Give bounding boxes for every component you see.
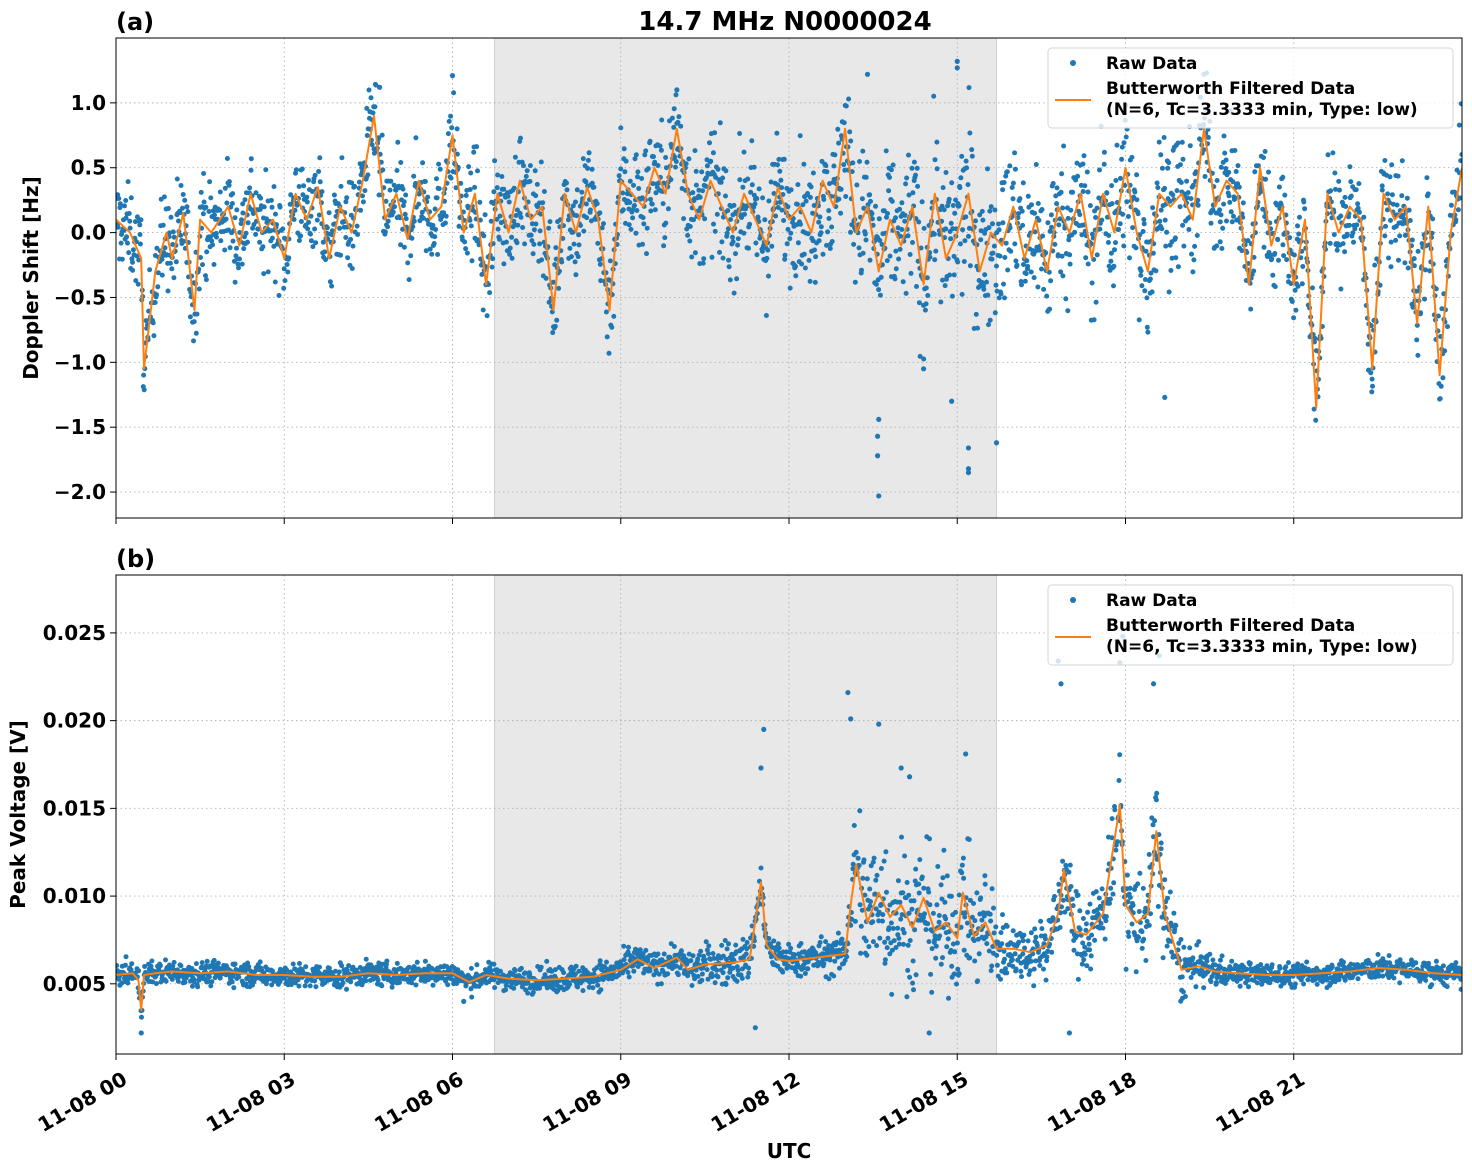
figure-title: 14.7 MHz N0000024 <box>638 7 931 37</box>
raw-data-point <box>921 366 927 372</box>
legend-raw-marker <box>1070 60 1076 66</box>
panel-b-shaded-interval <box>494 574 998 1055</box>
raw-data-point <box>898 765 904 771</box>
x-tick-label: 11-08 03 <box>202 1067 300 1137</box>
x-tick-label: 11-08 15 <box>875 1067 973 1137</box>
x-tick-label: 11-08 18 <box>1043 1067 1141 1137</box>
raw-data-point <box>674 87 680 93</box>
raw-data-point <box>848 716 854 722</box>
raw-data-point <box>965 469 972 476</box>
raw-data-point <box>876 493 882 499</box>
raw-data-point <box>758 765 764 771</box>
panel-b: 0.025 0.020 0.015 0.010 0.005 11-08 00 11-08 0… <box>6 574 1463 1137</box>
x-tick-label: 11-08 09 <box>538 1067 636 1137</box>
raw-data-point <box>449 73 456 79</box>
y-tick-label: −2.0 <box>54 480 106 504</box>
raw-data-point <box>1066 1030 1073 1036</box>
raw-data-point <box>761 726 767 733</box>
legend-filtered-label: Butterworth Filtered Data <box>1106 616 1355 636</box>
y-tick-label: −1.0 <box>54 350 106 374</box>
y-tick-label: 0.015 <box>43 796 106 820</box>
legend-raw-label: Raw Data <box>1106 54 1197 74</box>
raw-data-point <box>752 1025 758 1031</box>
raw-data-point <box>1058 681 1064 687</box>
raw-data-point <box>926 1030 932 1036</box>
legend-box <box>1047 584 1454 666</box>
legend-filtered-params: (N=6, Tc=3.3333 min, Type: low) <box>1106 100 1418 120</box>
raw-data-point <box>965 445 972 451</box>
raw-data-point <box>906 774 913 780</box>
y-tick-label: 0.005 <box>43 972 106 996</box>
y-tick-label: −0.5 <box>54 285 106 309</box>
panel-a-legend: Raw Data Butterworth Filtered Data(N=6, T… <box>1047 47 1454 129</box>
raw-data-point <box>965 466 972 472</box>
y-tick-label: 1.0 <box>71 91 106 115</box>
panel-b-filtered-line <box>116 803 1462 1012</box>
y-tick-label: 0.020 <box>43 709 106 733</box>
x-tick-label: 11-08 21 <box>1211 1067 1309 1137</box>
legend-raw-label: Raw Data <box>1106 591 1197 611</box>
raw-data-point <box>875 453 881 459</box>
raw-data-point <box>461 998 467 1004</box>
panel-b-legend: Raw Data Butterworth Filtered Data(N=6, T… <box>1047 584 1454 666</box>
panel-a: 1.0 0.5 0.0 −0.5 −1.0 −1.5 −2.0 Doppler Shift [… <box>19 37 1463 524</box>
legend-filtered-params: (N=6, Tc=3.3333 min, Type: low) <box>1106 637 1418 657</box>
legend-box <box>1047 47 1454 129</box>
legend-filtered-label: Butterworth Filtered Data <box>1106 79 1355 99</box>
y-tick-label: 0.0 <box>71 221 106 245</box>
panel-b-tag: (b) <box>116 545 155 573</box>
raw-data-point <box>876 416 882 423</box>
x-tick-label: 11-08 12 <box>707 1067 805 1137</box>
raw-data-point <box>875 433 881 439</box>
raw-data-point <box>993 440 1000 446</box>
panel-a-shaded-interval <box>494 37 998 519</box>
y-tick-label: 0.025 <box>43 621 106 645</box>
raw-data-point <box>1150 681 1157 687</box>
raw-data-point <box>376 84 383 90</box>
panel-a-filtered-line <box>116 114 1462 409</box>
raw-data-point <box>949 398 955 404</box>
y-tick-label: 0.010 <box>43 884 106 908</box>
raw-data-point <box>138 1030 144 1036</box>
y-axis-label: Doppler Shift [Hz] <box>19 176 43 380</box>
legend-raw-marker <box>1070 597 1076 603</box>
raw-data-point <box>876 721 882 727</box>
x-axis-label: UTC <box>767 1139 812 1163</box>
panel-a-tag: (a) <box>116 8 154 36</box>
y-tick-label: −1.5 <box>54 415 106 439</box>
y-tick-label: 0.5 <box>71 156 106 180</box>
x-tick-label: 11-08 06 <box>370 1067 468 1137</box>
raw-data-point <box>954 65 960 71</box>
raw-data-point <box>864 71 871 77</box>
y-axis-label: Peak Voltage [V] <box>6 720 30 909</box>
raw-data-point <box>845 689 851 696</box>
raw-data-point <box>963 751 969 757</box>
x-tick-label: 11-08 00 <box>34 1067 132 1137</box>
raw-data-point <box>954 58 960 64</box>
raw-data-point <box>1162 394 1168 400</box>
